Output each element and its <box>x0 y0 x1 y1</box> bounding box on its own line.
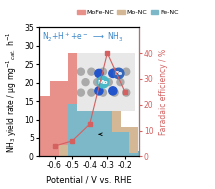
Bar <box>33 95 59 156</box>
Bar <box>94 110 121 156</box>
Legend: MoFe-NC, Mo-NC, Fe-NC: MoFe-NC, Mo-NC, Fe-NC <box>75 7 181 18</box>
Bar <box>103 132 129 156</box>
Bar <box>50 81 77 156</box>
Bar <box>77 140 103 156</box>
Bar <box>68 53 94 156</box>
Text: N$_2$+H$^+$+e$^-$ $\longrightarrow$ NH$_3$: N$_2$+H$^+$+e$^-$ $\longrightarrow$ NH$_… <box>42 31 123 44</box>
Bar <box>59 145 85 156</box>
Bar <box>85 98 112 156</box>
Bar <box>15 108 41 156</box>
Bar <box>85 101 112 156</box>
Bar <box>68 104 94 156</box>
Bar <box>112 127 138 156</box>
Bar <box>121 153 147 156</box>
Y-axis label: NH$_3$ yield rate / μg mg$^{-1}$$_{cat.}$ h$^{-1}$: NH$_3$ yield rate / μg mg$^{-1}$$_{cat.}… <box>4 31 18 153</box>
Bar <box>138 151 164 156</box>
Y-axis label: Faradaic efficiency / %: Faradaic efficiency / % <box>159 49 168 135</box>
X-axis label: Potential / V vs. RHE: Potential / V vs. RHE <box>46 176 132 185</box>
